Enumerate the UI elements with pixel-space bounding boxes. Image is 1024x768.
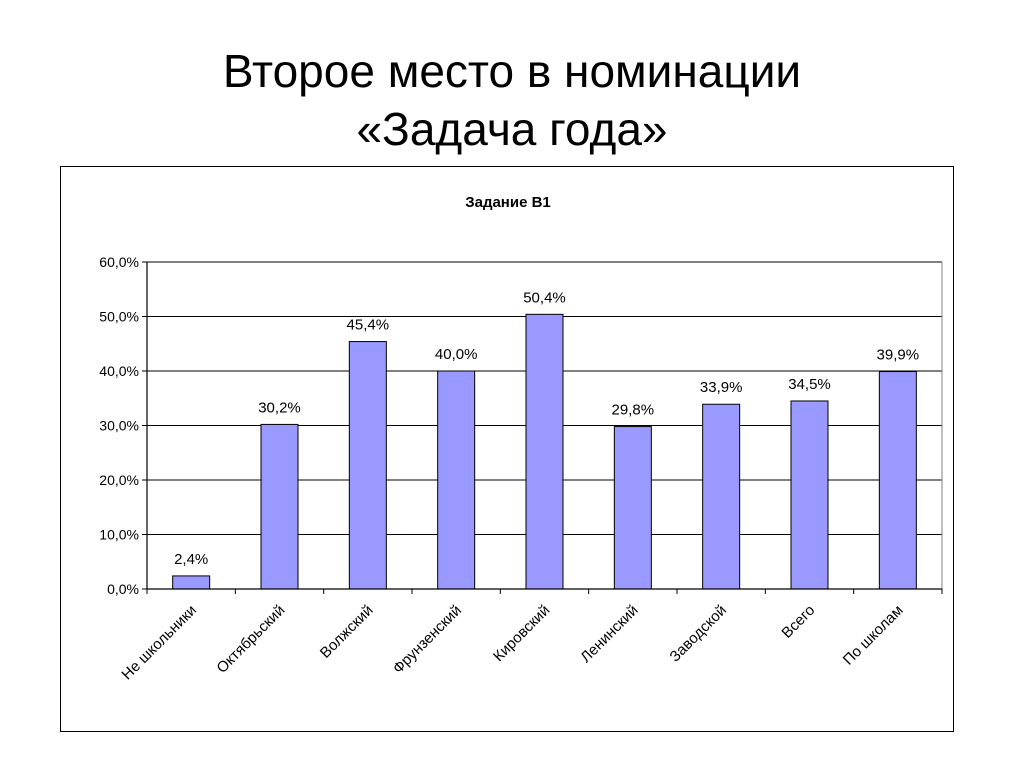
x-category-label: Волжский — [317, 602, 377, 662]
x-category-label: Октябрьский — [213, 602, 288, 677]
y-tick-label: 60,0% — [99, 254, 139, 270]
data-label: 40,0% — [435, 346, 478, 363]
bar — [878, 371, 917, 590]
x-category-label: Всего — [778, 602, 818, 642]
data-label: 33,9% — [700, 379, 743, 396]
bar — [260, 423, 299, 590]
bar — [172, 575, 211, 590]
bar — [525, 313, 564, 590]
bar — [613, 426, 652, 590]
chart-title: Задание В1 — [465, 194, 551, 211]
bar — [437, 370, 476, 590]
data-label: 45,4% — [347, 317, 390, 334]
y-tick-label: 10,0% — [99, 527, 139, 543]
y-tick-label: 30,0% — [99, 418, 139, 434]
slide-title-line-2: «Задача года» — [356, 103, 668, 155]
bar — [348, 341, 387, 590]
x-category-label: Кировский — [490, 602, 553, 665]
y-tick-label: 50,0% — [99, 309, 139, 325]
bar — [790, 400, 829, 590]
slide-title-line-1: Второе место в номинации — [222, 45, 802, 97]
x-category-label: Фрунзенский — [390, 602, 465, 677]
data-label: 2,4% — [174, 551, 208, 568]
x-category-label: По школам — [840, 602, 907, 669]
data-label: 50,4% — [523, 289, 566, 306]
slide-title: Второе место в номинации «Задача года» — [0, 42, 1024, 158]
x-category-label: Не школьники — [118, 602, 200, 684]
y-tick-label: 20,0% — [99, 472, 139, 488]
x-category-label: Ленинский — [577, 602, 641, 666]
data-label: 30,2% — [258, 399, 301, 416]
bar-chart: Задание В1 0,0% 10,0% 20,0% 30,0% 40,0% 50,0%… — [99, 194, 943, 684]
chart-frame: Задание В1 0,0% 10,0% 20,0% 30,0% 40,0% 50,0%… — [60, 166, 954, 732]
data-label: 34,5% — [788, 376, 831, 393]
y-tick-label: 40,0% — [99, 363, 139, 379]
data-label: 39,9% — [877, 347, 920, 364]
x-category-label: Заводской — [666, 602, 730, 666]
bar — [702, 403, 741, 590]
data-label: 29,8% — [612, 402, 655, 419]
y-tick-label: 0,0% — [107, 581, 139, 597]
